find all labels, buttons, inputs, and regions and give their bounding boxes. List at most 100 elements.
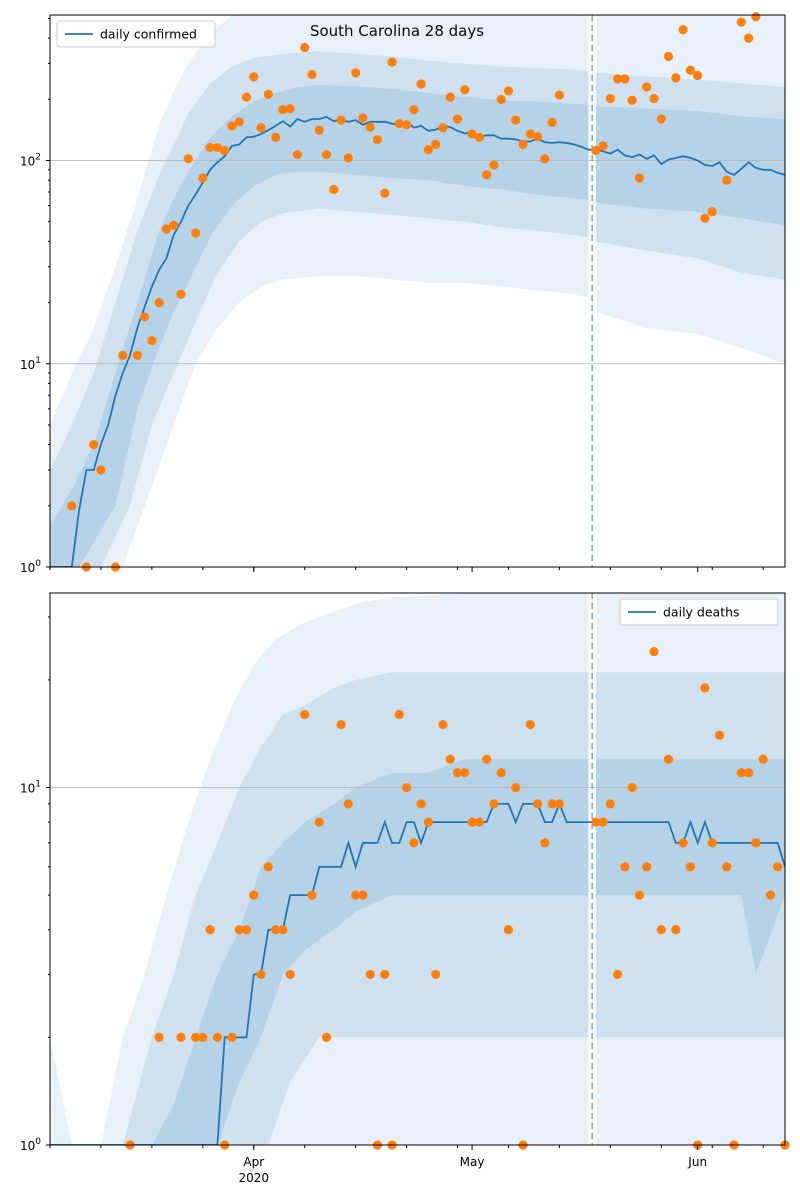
observed-point	[169, 220, 179, 230]
y-tick-label: 101	[20, 356, 41, 372]
observed-point	[278, 925, 288, 935]
observed-point	[241, 925, 252, 935]
x-tick-sublabel: 2020	[238, 1171, 269, 1185]
observed-point	[620, 862, 630, 872]
observed-point	[67, 501, 77, 511]
observed-point	[685, 65, 695, 75]
observed-point	[205, 925, 215, 935]
observed-point	[423, 145, 434, 155]
band-middle-1	[50, 672, 589, 1145]
observed-point	[351, 890, 361, 900]
observed-point	[263, 862, 273, 872]
observed-point	[329, 184, 339, 195]
observed-point	[591, 817, 601, 827]
band-inner-2	[595, 106, 785, 226]
observed-point	[263, 89, 273, 99]
observed-point	[765, 890, 776, 900]
observed-point	[634, 890, 645, 900]
observed-point	[140, 312, 150, 322]
observed-point	[401, 120, 412, 130]
observed-point	[118, 350, 128, 360]
observed-point	[416, 799, 426, 809]
observed-point	[89, 440, 99, 450]
observed-point	[460, 768, 470, 778]
median-line	[50, 115, 785, 567]
observed-point	[220, 145, 230, 156]
observed-point	[336, 115, 346, 125]
observed-point	[511, 782, 521, 793]
observed-point	[314, 125, 324, 135]
observed-point	[205, 142, 215, 153]
observed-point	[554, 90, 565, 100]
observed-point	[663, 51, 674, 62]
observed-point	[751, 12, 761, 22]
y-tick-label: 100	[20, 559, 41, 575]
observed-point	[773, 862, 783, 872]
band-outer-1	[50, 15, 589, 567]
observed-point	[307, 890, 317, 900]
observed-point	[256, 123, 266, 133]
observed-point	[154, 297, 164, 308]
observed-point	[474, 132, 484, 142]
observed-point	[154, 1032, 164, 1042]
observed-point	[554, 799, 565, 809]
observed-point	[663, 754, 674, 764]
axes-frame	[49, 14, 786, 568]
observed-point	[234, 117, 244, 127]
observed-point	[278, 105, 288, 115]
observed-point	[678, 25, 688, 35]
observed-point	[241, 92, 252, 102]
observed-point	[758, 754, 768, 764]
observed-point	[198, 173, 208, 183]
observed-point	[707, 207, 717, 217]
observed-point	[190, 228, 201, 238]
observed-point	[532, 132, 543, 142]
observed-point	[518, 139, 528, 150]
observed-point	[321, 1032, 332, 1042]
observed-point	[656, 114, 666, 124]
band-inner-1	[50, 759, 589, 1145]
observed-point	[613, 969, 623, 980]
legend-box	[619, 598, 779, 626]
observed-point	[438, 123, 448, 133]
observed-point	[482, 170, 492, 180]
observed-point	[416, 79, 426, 89]
observed-point	[358, 890, 368, 900]
observed-point	[467, 129, 477, 139]
observed-point	[314, 817, 324, 827]
band-outer-2	[595, 15, 785, 364]
observed-point	[598, 141, 608, 151]
observed-point	[722, 175, 732, 185]
observed-point	[678, 838, 688, 848]
observed-point	[642, 862, 652, 872]
observed-point	[693, 70, 703, 81]
observed-point	[671, 925, 681, 935]
observed-point	[234, 925, 244, 935]
observed-point	[401, 782, 412, 793]
observed-point	[409, 838, 419, 848]
observed-point	[387, 57, 397, 67]
observed-point	[227, 1032, 237, 1042]
observed-point	[212, 1032, 222, 1042]
observed-point	[183, 154, 193, 164]
observed-point	[525, 719, 535, 730]
observed-point	[540, 154, 550, 164]
observed-point	[409, 105, 419, 115]
observed-point	[744, 33, 754, 43]
observed-point	[256, 969, 266, 980]
observed-point	[380, 969, 390, 980]
axes-frame	[49, 592, 786, 1146]
observed-point	[380, 188, 390, 198]
observed-point	[656, 925, 666, 935]
observed-point	[620, 74, 630, 84]
observed-point	[613, 74, 623, 84]
observed-point	[190, 1032, 201, 1042]
observed-point	[431, 139, 441, 150]
observed-point	[722, 862, 732, 872]
observed-point	[321, 149, 332, 160]
observed-point	[503, 86, 514, 96]
observed-point	[176, 1032, 186, 1042]
observed-point	[423, 817, 434, 827]
observed-point	[474, 817, 484, 827]
